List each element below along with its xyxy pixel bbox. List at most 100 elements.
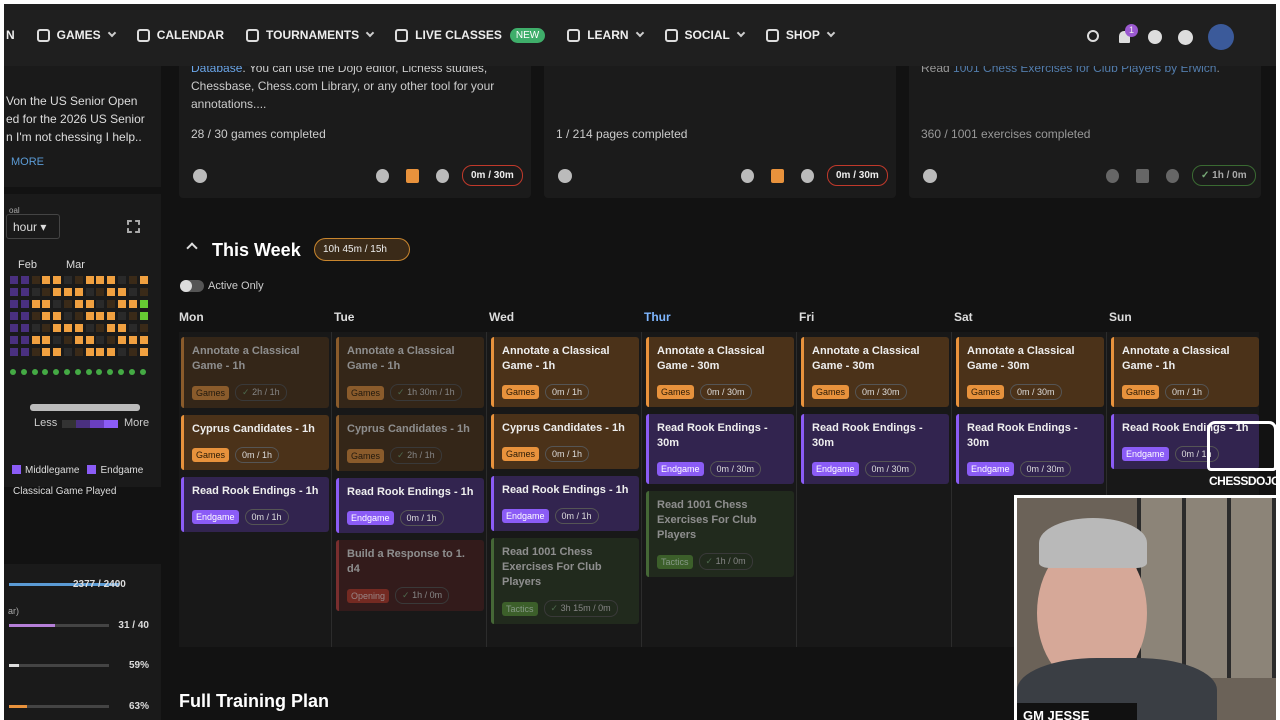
nav-item[interactable]: CALENDAR xyxy=(136,28,224,42)
nav-item[interactable]: SHOP xyxy=(765,28,836,42)
nav-label: LIVE CLASSES xyxy=(415,28,502,42)
card-action[interactable] xyxy=(801,169,814,183)
toggle[interactable] xyxy=(180,280,204,292)
heat-cell xyxy=(31,312,40,320)
task[interactable]: Annotate a Classical Game - 1h Games 0m / … xyxy=(491,337,639,407)
nav-label: SHOP xyxy=(785,28,820,42)
task[interactable]: Cyprus Candidates - 1h Games 2h / 1h xyxy=(336,415,484,471)
task-meta: Endgame 0m / 30m xyxy=(967,461,1096,477)
heat-cell xyxy=(53,288,62,296)
heat-cell xyxy=(64,288,72,296)
nav-item[interactable]: LIVE CLASSES NEW xyxy=(395,27,546,43)
heat-cell xyxy=(20,300,29,308)
card-action[interactable] xyxy=(1166,169,1179,183)
help-icon[interactable] xyxy=(923,169,937,183)
heat-cell xyxy=(96,300,105,308)
avatar[interactable] xyxy=(1208,24,1234,50)
task[interactable]: Cyprus Candidates - 1h Games 0m / 1h xyxy=(491,414,639,469)
task[interactable]: Annotate a Classical Game - 1h Games 0m / … xyxy=(1111,337,1259,407)
streak-dot xyxy=(128,369,135,375)
scrollbar[interactable] xyxy=(30,404,140,411)
card-action[interactable] xyxy=(1106,169,1119,183)
day-column: Annotate a Classical Game - 30m Games 0m /… xyxy=(956,337,1104,491)
toggle-knob xyxy=(180,280,192,292)
task[interactable]: Read Rook Endings - 1h Endgame 0m / 1h xyxy=(181,477,329,532)
nav-item[interactable]: TOURNAMENTS xyxy=(246,28,375,42)
task[interactable]: Annotate a Classical Game - 1h Games 1h 30… xyxy=(336,337,484,408)
task-time: 1h / 0m xyxy=(395,587,450,604)
heat-cell xyxy=(96,276,105,284)
task-tag: Endgame xyxy=(812,462,859,476)
task-title: Read 1001 Chess Exercises For Club Playe… xyxy=(502,546,602,588)
task[interactable]: Read Rook Endings - 30m Endgame 0m / 30m xyxy=(956,414,1104,484)
task-time: 1h / 0m xyxy=(698,553,753,570)
task[interactable]: Annotate a Classical Game - 30m Games 0m /… xyxy=(646,337,794,407)
expand-icon[interactable] xyxy=(127,220,140,233)
nav-label: SOCIAL xyxy=(684,28,730,42)
task-meta: Games 0m / 30m xyxy=(812,384,941,400)
heat-cell xyxy=(31,288,40,296)
heat-cell xyxy=(139,288,148,296)
nav-item[interactable]: LEARN xyxy=(567,28,644,42)
cap xyxy=(1039,518,1147,568)
task[interactable]: Annotate a Classical Game - 30m Games 0m /… xyxy=(801,337,949,407)
task-tag: Games xyxy=(502,447,540,461)
heat-cell xyxy=(118,276,126,284)
task-time: 0m / 1h xyxy=(399,510,444,526)
search-icon[interactable] xyxy=(1087,30,1099,42)
task[interactable]: Read 1001 Chess Exercises For Club Playe… xyxy=(491,538,639,624)
heat-cell xyxy=(42,312,51,320)
task-tag: Tactics xyxy=(657,554,693,569)
day-label: Tue xyxy=(334,310,355,324)
task[interactable]: Read Rook Endings - 30m Endgame 0m / 30m xyxy=(646,414,794,484)
legend-more: More xyxy=(124,417,150,429)
toggle-label: Active Only xyxy=(208,280,264,292)
bell-icon[interactable] xyxy=(1119,31,1130,43)
day-column: Annotate a Classical Game - 1h Games 2h / … xyxy=(181,337,329,539)
collapse-icon[interactable] xyxy=(186,242,198,254)
heat-cell xyxy=(20,312,29,320)
more-link[interactable]: MORE xyxy=(11,156,44,168)
task-tag: Games xyxy=(347,448,385,463)
heat-cell xyxy=(53,348,62,356)
task-title: Read Rook Endings - 1h xyxy=(347,486,474,498)
help-icon[interactable] xyxy=(193,169,207,183)
nav-item[interactable]: SOCIAL xyxy=(664,28,746,42)
task[interactable]: Annotate a Classical Game - 30m Games 0m /… xyxy=(956,337,1104,407)
heat-cell xyxy=(74,312,83,320)
heat-cell xyxy=(31,348,40,356)
task[interactable]: Read 1001 Chess Exercises For Club Playe… xyxy=(646,491,794,577)
legend-swatch xyxy=(12,465,21,474)
nav-item[interactable]: N xyxy=(6,28,15,42)
task[interactable]: Read Rook Endings - 30m Endgame 0m / 30m xyxy=(801,414,949,484)
heat-cell xyxy=(139,324,148,332)
task[interactable]: Read Rook Endings - 1h Endgame 0m / 1h xyxy=(336,478,484,533)
task[interactable]: Read Rook Endings - 1h Endgame 0m / 1h xyxy=(491,476,639,531)
news-text: Von the US Senior Open ed for the 2026 US… xyxy=(6,92,145,146)
heat-cell xyxy=(20,276,29,284)
heat-cell xyxy=(139,276,148,284)
heat-cell xyxy=(74,288,83,296)
time-pill: 0m / 30m xyxy=(827,165,888,186)
timer-icon[interactable] xyxy=(1148,30,1162,44)
help-icon[interactable] xyxy=(558,169,572,183)
heat-cell xyxy=(85,324,94,332)
help-icon[interactable] xyxy=(1178,30,1193,45)
card-action[interactable] xyxy=(436,169,449,183)
streak-dot xyxy=(118,369,124,375)
task-meta: Endgame 0m / 1h xyxy=(192,509,321,525)
card-action[interactable] xyxy=(376,169,389,183)
card-action[interactable] xyxy=(406,169,419,183)
card-action[interactable] xyxy=(1136,169,1149,183)
card-action[interactable] xyxy=(771,169,784,183)
task[interactable]: Build a Response to 1. d4 Opening 1h / 0m xyxy=(336,540,484,611)
news-line: n I'm not chessing I help.. xyxy=(6,130,142,144)
caret xyxy=(365,28,375,38)
task[interactable]: Read Rook Endings - 1h Endgame 0m / 1h xyxy=(1111,414,1259,469)
period-select[interactable]: hour ▾ xyxy=(6,214,60,239)
nav-item[interactable]: GAMES xyxy=(36,28,116,42)
card-action[interactable] xyxy=(741,169,754,183)
task[interactable]: Annotate a Classical Game - 1h Games 2h / … xyxy=(181,337,329,408)
heat-cell xyxy=(64,336,72,344)
task[interactable]: Cyprus Candidates - 1h Games 0m / 1h xyxy=(181,415,329,470)
